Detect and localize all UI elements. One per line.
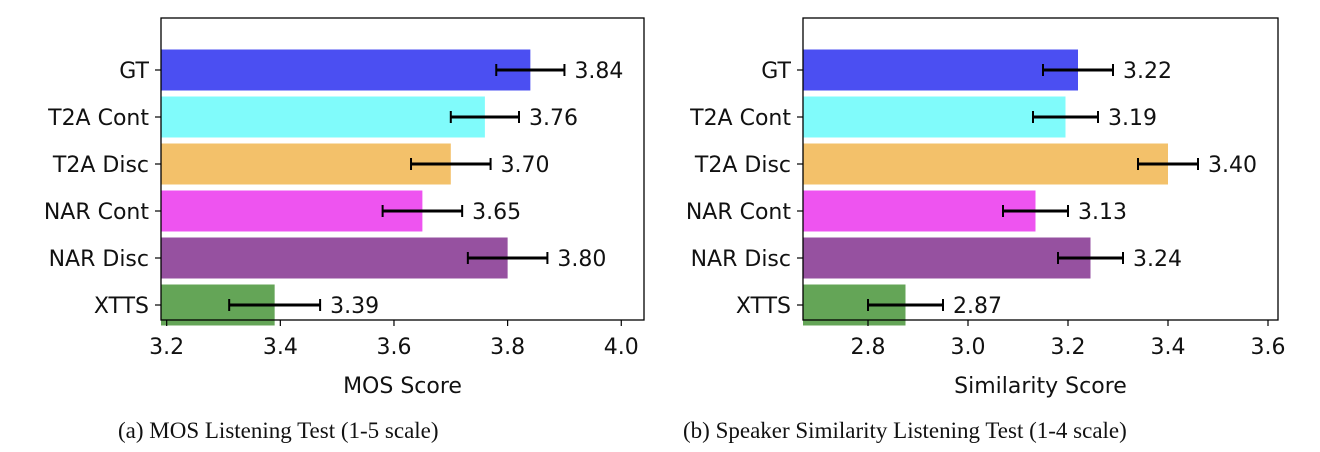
bar xyxy=(161,190,423,232)
category-label: T2A Cont xyxy=(689,106,791,131)
x-tick-label: 2.8 xyxy=(851,335,886,360)
category-label: XTTS xyxy=(736,294,791,319)
plot-frame xyxy=(802,17,1279,321)
x-tick-label: 3.4 xyxy=(1151,335,1186,360)
value-label: 3.22 xyxy=(1123,59,1172,84)
caption-similarity: (b) Speaker Similarity Listening Test (1… xyxy=(683,418,1127,443)
category-label: T2A Disc xyxy=(694,153,791,178)
bar xyxy=(161,49,531,91)
value-label: 3.39 xyxy=(330,294,379,319)
value-label: 3.80 xyxy=(557,247,606,272)
x-tick-label: 3.2 xyxy=(149,335,184,360)
value-label: 3.76 xyxy=(529,106,578,131)
category-label: T2A Cont xyxy=(47,106,149,131)
value-label: 3.70 xyxy=(501,153,550,178)
x-tick-label: 3.0 xyxy=(951,335,986,360)
bar xyxy=(803,237,1091,279)
bar xyxy=(803,49,1078,91)
bar xyxy=(803,143,1168,185)
plot-frame xyxy=(160,17,645,321)
value-label: 3.40 xyxy=(1208,153,1257,178)
x-axis-title: MOS Score xyxy=(343,374,462,399)
category-label: GT xyxy=(761,59,791,84)
similarity-chart-panel: 3.22 GT 3.19 T2A Cont 3.40 T2A Disc 3.13 NAR Co… xyxy=(686,17,1286,399)
category-label: T2A Disc xyxy=(52,153,149,178)
bar xyxy=(161,143,451,185)
category-label: NAR Disc xyxy=(691,247,791,272)
caption-mos: (a) MOS Listening Test (1-5 scale) xyxy=(118,418,439,443)
x-tick-label: 4.0 xyxy=(604,335,639,360)
x-tick-label: 3.8 xyxy=(490,335,525,360)
x-tick-label: 3.2 xyxy=(1051,335,1086,360)
category-label: NAR Cont xyxy=(44,200,150,225)
value-label: 2.87 xyxy=(953,294,1002,319)
x-axis-title: Similarity Score xyxy=(954,374,1127,399)
bar xyxy=(803,96,1066,138)
bar xyxy=(803,190,1036,232)
category-label: GT xyxy=(119,59,149,84)
value-label: 3.19 xyxy=(1108,106,1157,131)
category-label: NAR Disc xyxy=(49,247,149,272)
x-tick-label: 3.6 xyxy=(1251,335,1286,360)
x-tick-label: 3.4 xyxy=(263,335,298,360)
value-label: 3.24 xyxy=(1133,247,1182,272)
mos-chart-panel: 3.84 GT 3.76 T2A Cont 3.70 T2A Disc 3.65 NAR Co… xyxy=(44,17,645,399)
x-tick-label: 3.6 xyxy=(376,335,411,360)
value-label: 3.13 xyxy=(1078,200,1127,225)
value-label: 3.65 xyxy=(472,200,521,225)
bar xyxy=(161,237,508,279)
category-label: NAR Cont xyxy=(686,200,792,225)
bar xyxy=(161,96,485,138)
category-label: XTTS xyxy=(94,294,149,319)
value-label: 3.84 xyxy=(574,59,623,84)
